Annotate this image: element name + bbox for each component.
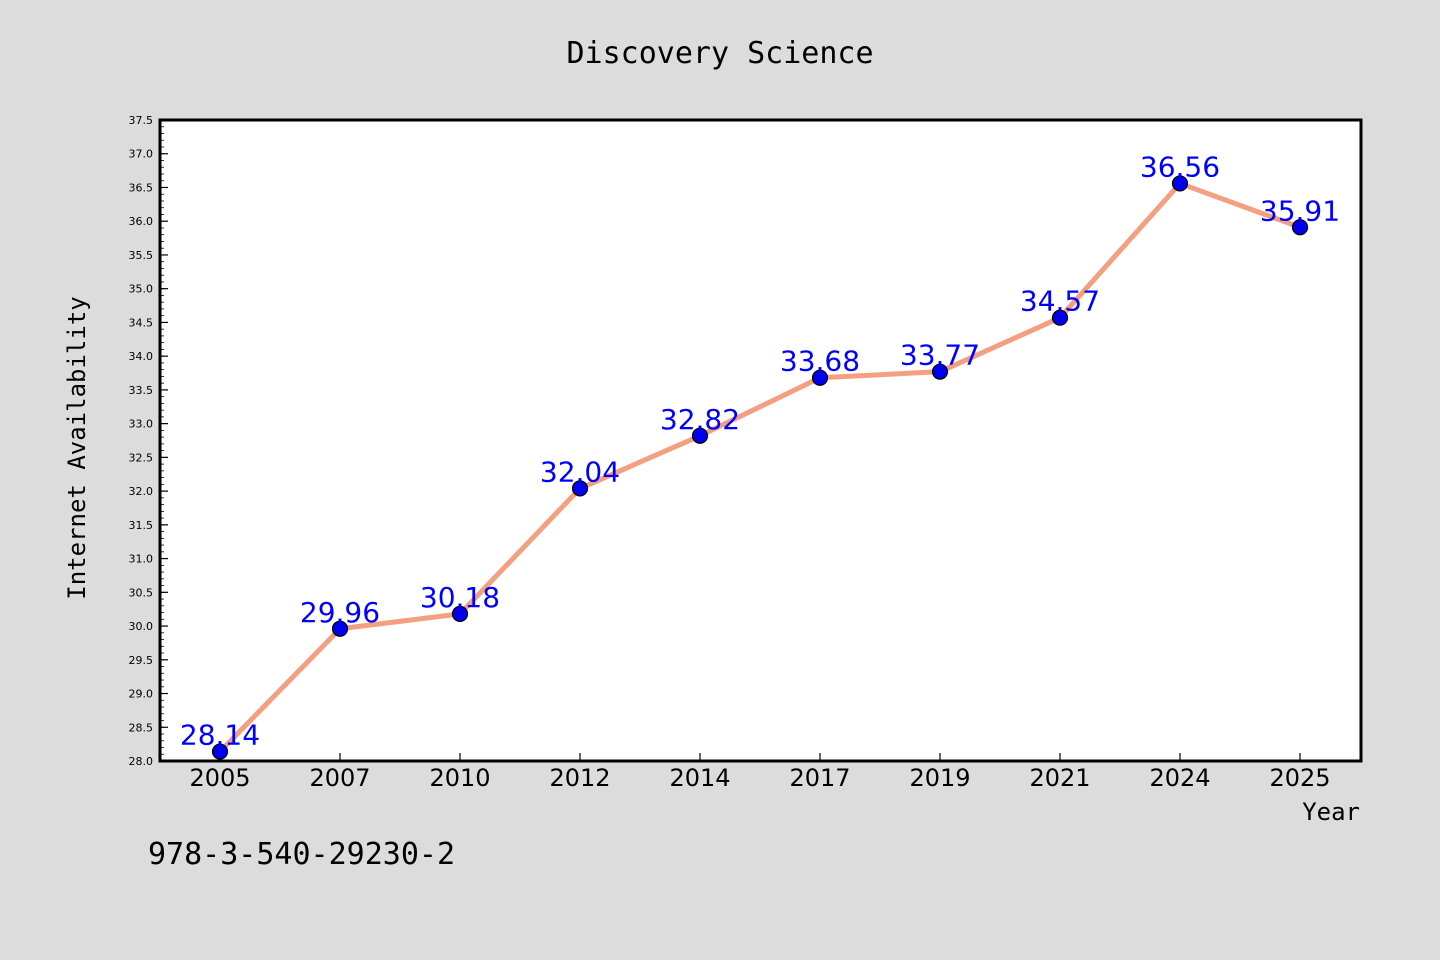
data-point bbox=[1291, 219, 1309, 236]
y-tick-label: 37.5 bbox=[129, 114, 154, 127]
y-tick-label: 35.5 bbox=[129, 249, 154, 262]
data-label: 28.14 bbox=[180, 719, 260, 752]
data-label: 32.82 bbox=[660, 403, 740, 436]
data-point bbox=[1051, 309, 1069, 326]
y-tick-label: 31.0 bbox=[129, 553, 154, 566]
data-label: 33.68 bbox=[780, 345, 860, 378]
y-tick-label: 28.5 bbox=[129, 721, 154, 734]
data-point bbox=[451, 605, 469, 623]
y-tick-label: 33.0 bbox=[129, 418, 154, 431]
y-tick-label: 36.5 bbox=[129, 181, 154, 194]
y-tick-label: 37.0 bbox=[129, 148, 154, 161]
data-label: 30.18 bbox=[420, 581, 500, 614]
x-tick-label: 2012 bbox=[549, 764, 610, 792]
x-tick-label: 2025 bbox=[1269, 764, 1330, 792]
y-tick-label: 28.0 bbox=[129, 755, 154, 768]
x-axis: 2005 2007 2010 2012 2014 2017 2019 2021 2024 2025 bbox=[189, 753, 1331, 792]
x-tick-label: 2007 bbox=[309, 764, 370, 792]
x-tick-label: 2010 bbox=[429, 764, 490, 792]
y-tick-label: 30.5 bbox=[129, 586, 154, 599]
y-axis-label: Internet Availability bbox=[63, 296, 91, 599]
x-tick-label: 2024 bbox=[1149, 764, 1210, 792]
y-tick-label: 34.5 bbox=[129, 316, 154, 329]
chart-title: Discovery Science bbox=[566, 36, 873, 71]
x-tick-label: 2019 bbox=[909, 764, 970, 792]
x-tick-label: 2017 bbox=[789, 764, 850, 792]
y-tick-label: 29.0 bbox=[129, 688, 154, 701]
y-tick-label: 36.0 bbox=[129, 215, 154, 228]
y-tick-label: 29.5 bbox=[129, 654, 154, 667]
y-tick-label: 32.5 bbox=[129, 451, 154, 464]
data-label: 33.77 bbox=[900, 339, 980, 372]
data-point bbox=[211, 743, 229, 760]
y-tick-label: 31.5 bbox=[129, 519, 154, 532]
x-tick-label: 2014 bbox=[669, 764, 730, 792]
x-tick-label: 2021 bbox=[1029, 764, 1090, 792]
data-point bbox=[811, 369, 829, 386]
x-tick-label: 2005 bbox=[189, 764, 250, 792]
data-label: 29.96 bbox=[300, 596, 380, 629]
y-tick-label: 32.0 bbox=[129, 485, 154, 498]
data-point bbox=[691, 427, 709, 444]
series-line bbox=[218, 180, 1301, 754]
data-point bbox=[331, 620, 349, 637]
y-axis: 28.0 28.5 29.0 29.5 30.0 30.5 31.0 31.5 32.0 32.5… bbox=[129, 114, 168, 768]
y-tick-label: 34.0 bbox=[129, 350, 154, 363]
x-axis-label: Year bbox=[1302, 798, 1360, 826]
data-label: 32.04 bbox=[540, 455, 620, 488]
series-group: 28.14 29.96 30.18 32.04 32.82 33.68 33.77 34.57… bbox=[180, 150, 1340, 760]
data-point bbox=[571, 480, 589, 497]
footer-text: 978-3-540-29230-2 bbox=[148, 837, 455, 872]
data-label: 36.56 bbox=[1140, 150, 1220, 183]
y-tick-label: 35.0 bbox=[129, 283, 154, 296]
y-tick-label: 33.5 bbox=[129, 384, 154, 397]
data-label: 35.91 bbox=[1260, 194, 1340, 227]
data-label: 34.57 bbox=[1020, 285, 1100, 318]
data-point bbox=[931, 363, 949, 380]
y-tick-label: 30.0 bbox=[129, 620, 154, 633]
data-point bbox=[1171, 175, 1189, 192]
plot-area bbox=[158, 118, 1363, 763]
